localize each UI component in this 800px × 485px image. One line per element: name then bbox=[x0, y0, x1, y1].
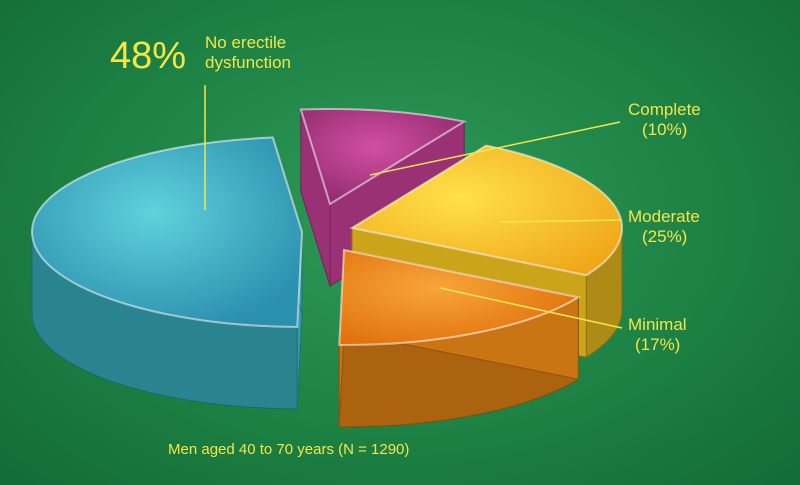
pie-slice-none bbox=[31, 136, 304, 410]
chart-footnote: Men aged 40 to 70 years (N = 1290) bbox=[168, 441, 409, 458]
leader-line-minimal bbox=[439, 287, 623, 329]
slice-minimal-label-line1: Minimal bbox=[628, 315, 687, 334]
pie-slice-none-top bbox=[31, 136, 304, 328]
slice-moderate-label-line2: (25%) bbox=[642, 227, 687, 246]
slice-none-percent: 48% bbox=[110, 35, 186, 77]
pie-slice-minimal bbox=[338, 248, 581, 428]
pie-slices bbox=[31, 108, 623, 428]
slice-moderate-label-line1: Moderate bbox=[628, 207, 700, 226]
slice-minimal-label-line2: (17%) bbox=[635, 335, 680, 354]
slice-none-label-line1: No erectile bbox=[205, 33, 286, 52]
pie-slice-complete-top bbox=[299, 108, 467, 206]
pie-slice-moderate-top bbox=[349, 144, 623, 277]
slice-complete-label-line2: (10%) bbox=[642, 120, 687, 139]
leader-line-moderate bbox=[499, 219, 623, 223]
pie-slice-minimal-top bbox=[338, 248, 581, 346]
slice-complete-label-line1: Complete bbox=[628, 100, 701, 119]
leader-lines bbox=[204, 85, 623, 329]
leader-line-complete bbox=[369, 121, 621, 176]
slice-none-label-line2: dysfunction bbox=[205, 53, 291, 72]
